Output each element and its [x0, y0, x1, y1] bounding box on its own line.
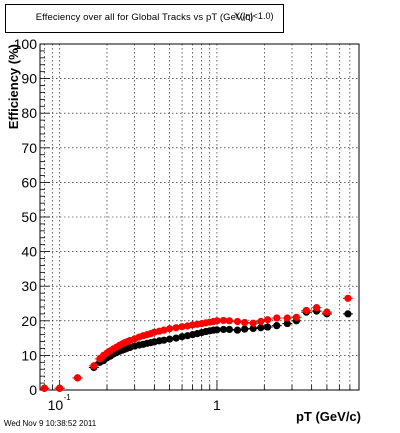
series-1-point: [264, 316, 272, 324]
data-points: [39, 294, 353, 392]
y-tick-label: 30: [21, 278, 37, 294]
y-tick-label: 0: [29, 382, 37, 398]
series-0-point: [283, 319, 291, 328]
series-0-point: [257, 324, 265, 332]
series-0-point: [249, 324, 257, 333]
grid-lines: [40, 43, 360, 391]
series-0-point: [264, 323, 272, 331]
series-0-point: [213, 326, 221, 334]
series-1-point: [178, 323, 186, 331]
axis-ticks: [40, 43, 360, 391]
series-0-point: [225, 325, 234, 334]
y-tick-label: 70: [21, 140, 37, 156]
series-1-point: [344, 294, 352, 302]
series-0-point: [219, 325, 228, 334]
series-1-point: [225, 317, 234, 325]
y-tick-label: 80: [21, 105, 37, 121]
series-0-point: [344, 310, 352, 318]
series-1-point: [233, 317, 242, 326]
series-0-point: [178, 333, 186, 341]
series-1-point: [312, 304, 321, 312]
x-tick-label: 1: [213, 397, 221, 413]
y-tick-label: 100: [14, 36, 38, 52]
x-axis-label: pT (GeV/c): [296, 409, 361, 424]
plot-frame: [39, 43, 360, 391]
chart-title-box: Effeciency over all for Global Tracks vs…: [5, 4, 284, 33]
x-tick-label-base: 10: [48, 397, 64, 413]
chart-title-overlay: Y(|η|<1.0): [234, 11, 274, 21]
y-tick-label: 10: [21, 347, 37, 363]
series-1-point: [283, 314, 291, 322]
series-1-point: [73, 374, 82, 382]
y-tick-label: 90: [21, 71, 37, 87]
series-1-point: [257, 317, 265, 326]
series-0-point: [233, 326, 242, 334]
y-tick-label: 50: [21, 209, 37, 225]
series-1-point: [241, 318, 249, 327]
series-1-point: [90, 362, 98, 370]
series-1-point: [172, 324, 180, 332]
series-1-point: [56, 384, 64, 392]
series-1-point: [323, 308, 331, 316]
series-1-point: [249, 319, 257, 327]
y-tick-label: 60: [21, 174, 37, 190]
y-axis-label: Efficiency (%): [6, 44, 21, 129]
series-1-point: [292, 313, 301, 321]
series-1-point: [219, 316, 228, 325]
series-0-point: [165, 335, 174, 343]
series-1-point: [40, 384, 49, 392]
series-0-point: [160, 336, 168, 344]
y-tick-label: 20: [21, 313, 37, 329]
y-tick-label: 40: [21, 244, 37, 260]
series-1-point: [213, 317, 221, 325]
series-1-point: [165, 325, 174, 333]
timestamp-footer: Wed Nov 9 10:38:52 2011: [4, 419, 97, 428]
x-tick-label-exponent: -1: [64, 393, 72, 402]
series-0-point: [241, 325, 249, 333]
series-0-point: [273, 322, 281, 330]
series-1-point: [273, 314, 281, 322]
chart-title: Effeciency over all for Global Tracks vs…: [35, 12, 254, 23]
series-0-point: [172, 334, 180, 342]
series-1-point: [302, 306, 310, 315]
